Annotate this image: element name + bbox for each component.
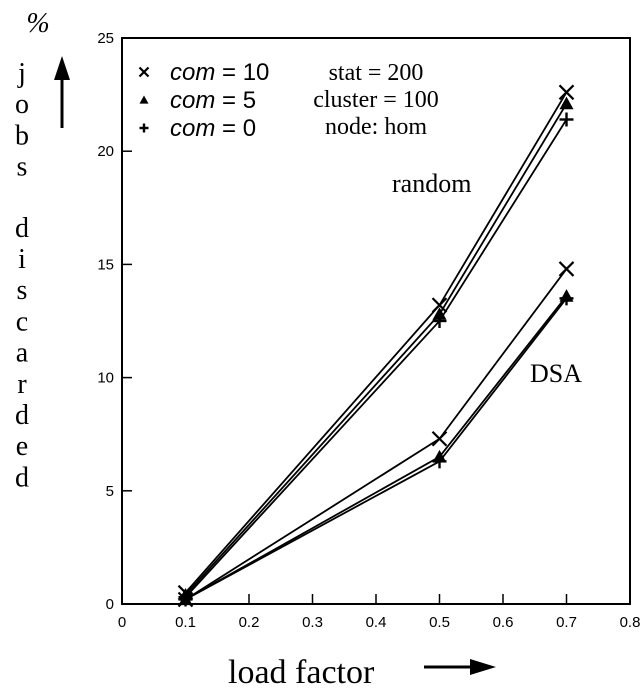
y-axis-label-letter: r — [17, 369, 27, 400]
x-tick-label: 0.3 — [302, 614, 323, 631]
series-line-dsa-triangle — [185, 295, 568, 601]
y-axis-label-letter: s — [17, 275, 28, 306]
x-tick-label: 0.5 — [429, 614, 450, 631]
y-tick-label: 5 — [106, 483, 114, 500]
y-tick-label: 25 — [97, 30, 114, 47]
y-axis-ticks: 0 5 10 15 20 25 — [97, 30, 132, 613]
series-line-dsa-plus — [185, 297, 568, 601]
y-tick-label: 10 — [97, 370, 114, 387]
data-point-dsa-plus — [178, 592, 193, 607]
series-line-random-triangle — [184, 103, 568, 596]
data-point-random-x — [558, 84, 575, 101]
y-axis-label-letter: d — [15, 400, 29, 431]
annotation-random: random — [392, 169, 471, 198]
x-tick-label: 0.7 — [556, 614, 577, 631]
y-axis-label-letter: c — [16, 306, 28, 337]
y-tick-label: 20 — [97, 143, 114, 160]
data-point-dsa-x — [431, 430, 448, 447]
x-tick-label: 0.1 — [175, 614, 196, 631]
legend-label: com = 5 — [170, 87, 256, 114]
data-point-dsa-x — [558, 261, 575, 277]
x-tick-label: 0.2 — [239, 614, 260, 631]
param-cluster: cluster = 100 — [313, 87, 439, 113]
y-axis-arrow — [54, 56, 70, 128]
data-point-random-x — [431, 297, 448, 313]
data-point-dsa-plus — [559, 291, 574, 306]
y-axis-label-letter: d — [15, 462, 29, 493]
parameter-block: stat = 200 cluster = 100 node: hom — [313, 60, 439, 140]
data-point-random-triangle — [559, 96, 574, 110]
legend-marker-plus — [139, 123, 149, 133]
y-tick-label: 0 — [106, 596, 114, 613]
series-line-random-plus — [184, 119, 568, 598]
legend-label: com = 10 — [170, 59, 269, 86]
y-axis-unit: % — [26, 8, 49, 39]
data-point-dsa-plus — [432, 454, 447, 469]
y-axis-label-letter: o — [15, 89, 29, 120]
param-node: node: hom — [325, 114, 427, 140]
series-line-dsa-x — [185, 268, 568, 601]
x-tick-label: 0.4 — [366, 614, 387, 631]
annotation-dsa: DSA — [530, 359, 582, 388]
series-markers — [177, 84, 575, 608]
y-axis-label-letter: b — [15, 120, 29, 151]
legend-marker-x — [138, 66, 150, 78]
y-axis-label-letter: a — [16, 338, 29, 369]
legend-marker-triangle — [139, 95, 149, 104]
legend-label: com = 0 — [170, 115, 256, 142]
x-tick-label: 0 — [118, 614, 126, 631]
param-stat: stat = 200 — [329, 60, 424, 86]
y-axis-label-letter: j — [17, 58, 26, 89]
y-axis-label-letter: s — [17, 152, 28, 183]
y-axis-label-letter: e — [16, 431, 28, 462]
y-axis-label-letter: d — [15, 213, 29, 244]
series-lines — [184, 91, 568, 601]
y-axis-label-letter: i — [18, 244, 26, 275]
data-point-random-triangle — [432, 307, 447, 320]
data-point-random-plus — [432, 314, 447, 328]
y-tick-label: 15 — [97, 256, 114, 273]
x-tick-label: 0.8 — [620, 614, 640, 631]
x-axis-ticks: 0 0.1 0.2 0.3 0.4 0.5 0.6 0.7 0.8 — [118, 594, 640, 631]
x-tick-label: 0.6 — [493, 614, 514, 631]
series-line-random-x — [184, 91, 568, 594]
data-point-random-plus — [559, 112, 574, 127]
x-axis-title: load factor — [228, 654, 375, 690]
x-axis-arrow — [424, 659, 496, 675]
